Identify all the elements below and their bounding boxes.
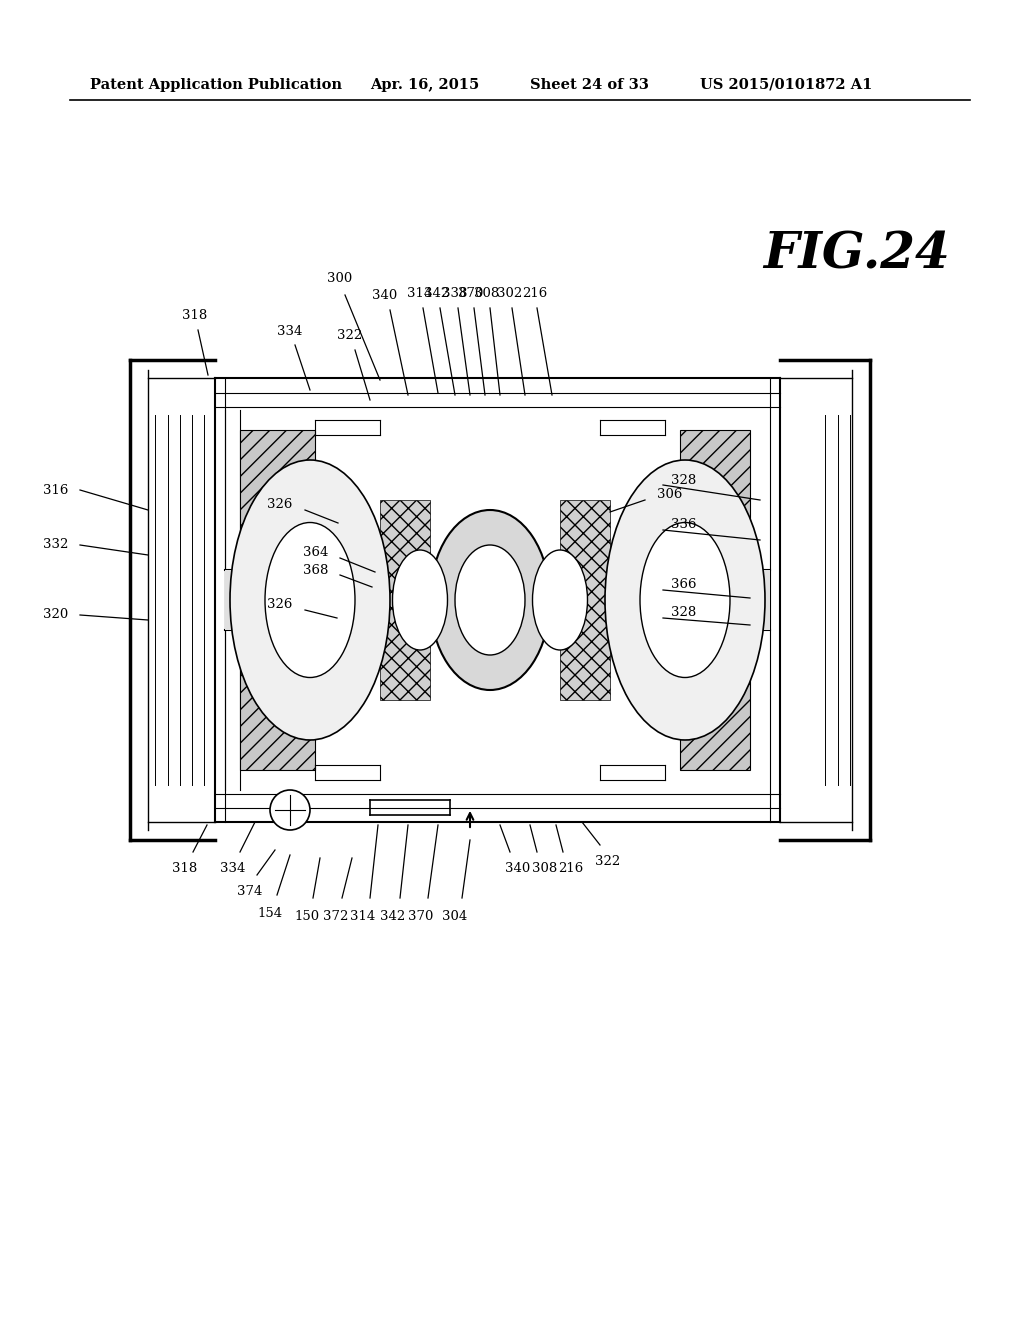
Text: 326: 326 (266, 499, 292, 511)
Ellipse shape (265, 523, 355, 677)
Text: 370: 370 (409, 909, 434, 923)
Text: 216: 216 (558, 862, 584, 875)
Text: 338: 338 (442, 286, 468, 300)
Text: 314: 314 (350, 909, 376, 923)
Text: 334: 334 (220, 862, 246, 875)
Text: 328: 328 (671, 474, 696, 487)
Text: Apr. 16, 2015: Apr. 16, 2015 (370, 78, 479, 92)
Text: 368: 368 (303, 564, 328, 577)
Ellipse shape (392, 550, 447, 649)
Text: 340: 340 (506, 862, 530, 875)
Text: 154: 154 (257, 907, 283, 920)
Text: 370: 370 (459, 286, 483, 300)
Text: Sheet 24 of 33: Sheet 24 of 33 (530, 78, 649, 92)
Text: 342: 342 (424, 286, 450, 300)
Text: 374: 374 (238, 884, 263, 898)
Ellipse shape (455, 545, 525, 655)
Text: 150: 150 (295, 909, 319, 923)
Text: 308: 308 (532, 862, 558, 875)
Text: 332: 332 (43, 539, 68, 552)
Text: 302: 302 (498, 286, 522, 300)
Text: 320: 320 (43, 609, 68, 622)
Text: 318: 318 (172, 862, 198, 875)
Text: 322: 322 (337, 329, 362, 342)
Polygon shape (560, 500, 610, 700)
Bar (225, 570, 770, 630)
Text: 366: 366 (671, 578, 696, 591)
Text: 334: 334 (278, 325, 303, 338)
Ellipse shape (640, 523, 730, 677)
Ellipse shape (230, 459, 390, 741)
Text: 314: 314 (408, 286, 432, 300)
Text: 304: 304 (442, 909, 468, 923)
Text: US 2015/0101872 A1: US 2015/0101872 A1 (700, 78, 872, 92)
Ellipse shape (270, 789, 310, 830)
Polygon shape (240, 430, 315, 770)
Ellipse shape (605, 459, 765, 741)
Text: Patent Application Publication: Patent Application Publication (90, 78, 342, 92)
Polygon shape (380, 500, 430, 700)
Text: 322: 322 (595, 855, 621, 869)
Polygon shape (680, 430, 750, 770)
Text: 308: 308 (474, 286, 500, 300)
Text: 342: 342 (380, 909, 406, 923)
Text: 318: 318 (182, 309, 208, 322)
Text: 316: 316 (43, 483, 68, 496)
Text: 216: 216 (522, 286, 548, 300)
Text: 300: 300 (328, 272, 352, 285)
Text: 364: 364 (303, 546, 328, 560)
Text: FIG.24: FIG.24 (763, 231, 950, 280)
Ellipse shape (532, 550, 588, 649)
Text: 306: 306 (657, 488, 682, 502)
Text: 336: 336 (671, 519, 696, 532)
Text: 372: 372 (324, 909, 349, 923)
Text: 328: 328 (671, 606, 696, 619)
Text: 326: 326 (266, 598, 292, 611)
Ellipse shape (430, 510, 550, 690)
Text: 340: 340 (373, 289, 397, 302)
